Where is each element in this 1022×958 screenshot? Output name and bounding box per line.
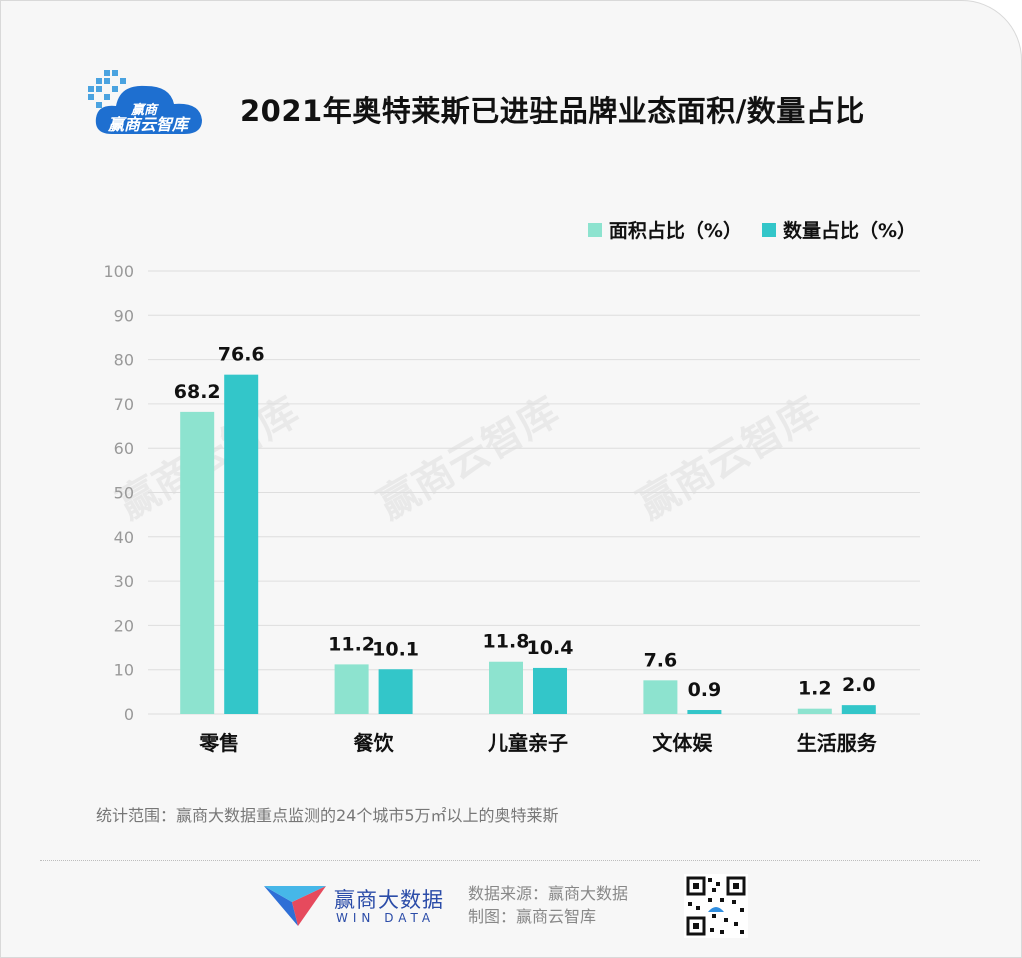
- x-category-label: 生活服务: [797, 731, 878, 755]
- logo-text-top: 赢商: [130, 102, 159, 118]
- y-tick-label: 60: [114, 439, 134, 458]
- legend-swatch-area: [587, 222, 602, 237]
- x-category-label: 儿童亲子: [487, 731, 568, 755]
- bar: [378, 669, 413, 714]
- bar-chart: 赢商云智库赢商云智库赢商云智库010203040506070809010068.…: [103, 262, 920, 755]
- y-tick-label: 70: [114, 395, 134, 414]
- bar-value-label: 68.2: [174, 381, 221, 403]
- legend-item-area: 面积占比（%）: [587, 216, 742, 243]
- logo-text: 赢商云智库: [107, 115, 191, 134]
- brand-logo-icon: [264, 886, 326, 926]
- bar: [643, 680, 678, 714]
- bar: [180, 411, 215, 714]
- chart-legend: 面积占比（%） 数量占比（%）: [587, 216, 916, 243]
- y-tick-label: 30: [114, 572, 134, 591]
- legend-label-area: 面积占比（%）: [608, 220, 742, 242]
- bar: [533, 667, 567, 714]
- bar-value-label: 0.9: [688, 679, 722, 701]
- brand-en: WIN DATA: [336, 911, 436, 925]
- brand-name: 赢商大数据: [334, 888, 444, 912]
- bar-value-label: 1.2: [798, 678, 832, 700]
- y-tick-label: 100: [103, 262, 134, 281]
- watermark-text: 赢商云智库: [630, 389, 826, 529]
- legend-item-count: 数量占比（%）: [761, 216, 916, 243]
- page-title: 2021年奥特莱斯已进驻品牌业态面积/数量占比: [240, 94, 865, 128]
- footer-divider: [40, 860, 980, 861]
- bar-value-label: 2.0: [842, 674, 876, 696]
- y-tick-label: 40: [114, 528, 134, 547]
- scope-note: 统计范围：赢商大数据重点监测的24个城市5万㎡以上的奥特莱斯: [96, 806, 559, 825]
- bar: [334, 664, 369, 714]
- x-category-label: 文体娱: [652, 731, 713, 755]
- y-tick-label: 10: [114, 661, 134, 680]
- bar-value-label: 10.4: [527, 637, 574, 659]
- bar: [797, 708, 832, 714]
- bar: [841, 705, 876, 714]
- bar-value-label: 76.6: [218, 344, 265, 366]
- legend-swatch-count: [761, 222, 776, 237]
- legend-label-count: 数量占比（%）: [782, 220, 916, 242]
- x-category-label: 零售: [198, 731, 239, 755]
- bar-value-label: 10.1: [372, 638, 419, 660]
- y-tick-label: 0: [124, 705, 134, 724]
- made-by-line: 制图：赢商云智库: [468, 907, 597, 926]
- qr-code-icon: [684, 874, 748, 938]
- bar: [489, 661, 523, 714]
- bar-value-label: 7.6: [644, 649, 678, 671]
- source-line: 数据来源：赢商大数据: [468, 884, 629, 903]
- bar-value-label: 11.2: [328, 633, 375, 655]
- y-tick-label: 90: [114, 306, 134, 325]
- watermark-text: 赢商云智库: [370, 389, 566, 529]
- y-tick-label: 80: [114, 351, 134, 370]
- y-tick-label: 50: [114, 484, 134, 503]
- y-tick-label: 20: [114, 616, 134, 635]
- source-block: 数据来源：赢商大数据 制图：赢商云智库: [468, 882, 628, 928]
- cloud-logo-icon: 赢商 赢商云智库: [88, 70, 202, 134]
- bar-value-label: 11.8: [483, 631, 530, 653]
- bar: [687, 710, 722, 714]
- bar: [224, 374, 259, 714]
- x-category-label: 餐饮: [354, 731, 395, 755]
